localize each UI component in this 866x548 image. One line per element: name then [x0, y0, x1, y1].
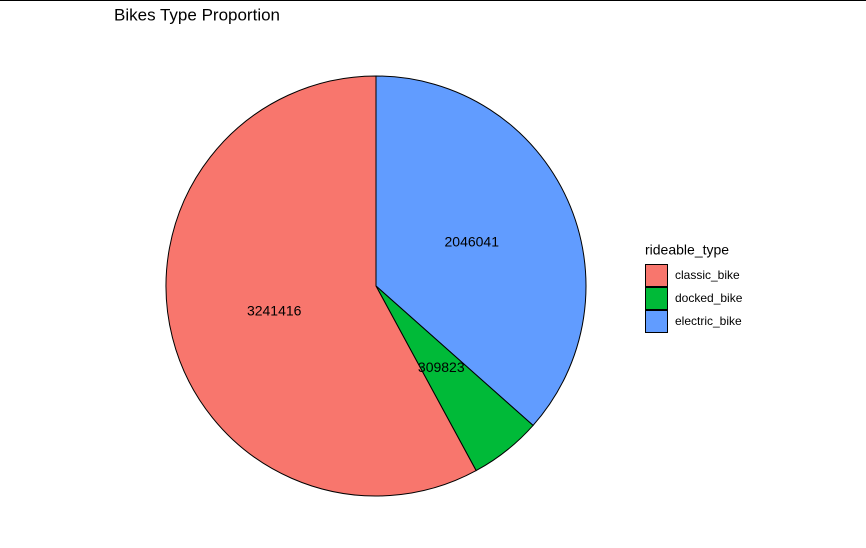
legend-key: [645, 287, 668, 310]
pie-slice: [375, 75, 587, 427]
legend-key: [645, 310, 668, 333]
legend-label: docked_bike: [675, 291, 743, 305]
legend-key: [645, 264, 668, 287]
pie-slice: [165, 75, 477, 497]
data-label: 2046041: [445, 234, 500, 250]
legend-label: classic_bike: [675, 268, 740, 282]
data-label: 3241416: [247, 303, 302, 319]
chart-title: Bikes Type Proportion: [114, 5, 280, 24]
data-label: 309823: [418, 359, 465, 375]
legend-title: rideable_type: [645, 242, 729, 258]
legend-label: electric_bike: [675, 314, 742, 328]
